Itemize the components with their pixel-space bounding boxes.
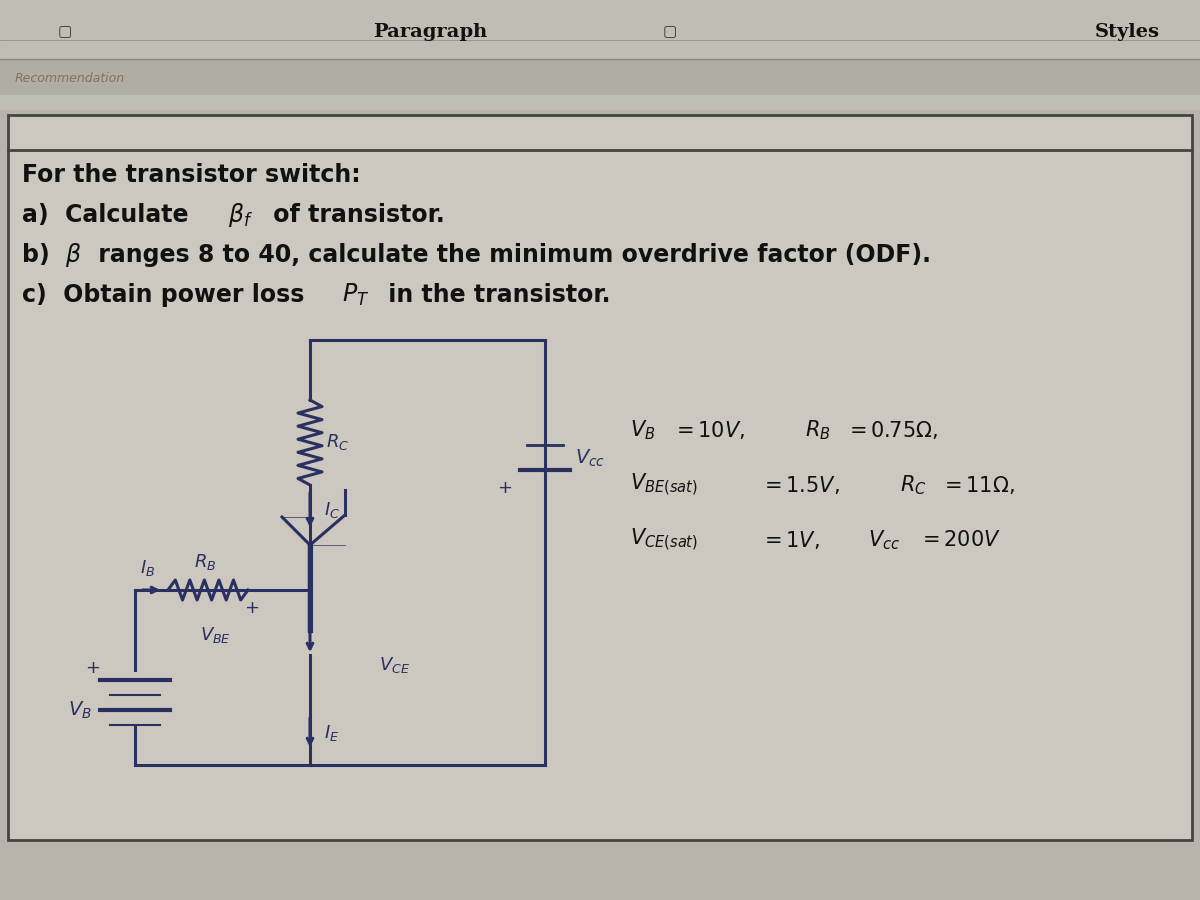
Text: $I_E$: $I_E$: [324, 723, 340, 743]
Text: $= 1V,$: $= 1V,$: [760, 529, 820, 551]
Text: $= 1.5V,$: $= 1.5V,$: [760, 474, 840, 496]
Text: $R_C$: $R_C$: [900, 473, 926, 497]
Text: Recommendation: Recommendation: [14, 71, 125, 85]
Text: $V_B$: $V_B$: [68, 699, 92, 721]
Text: $R_C$: $R_C$: [326, 432, 349, 452]
Text: +: +: [85, 659, 101, 677]
Text: $= 10V,$: $= 10V,$: [672, 419, 745, 441]
Text: $= 200V$: $= 200V$: [918, 530, 1001, 550]
Text: in the transistor.: in the transistor.: [380, 283, 611, 307]
Text: $I_C$: $I_C$: [324, 500, 340, 520]
Text: $P_T$: $P_T$: [342, 282, 370, 308]
Text: $V_{CE(sat)}$: $V_{CE(sat)}$: [630, 526, 698, 554]
Text: $\beta$: $\beta$: [65, 241, 82, 269]
Text: +: +: [245, 599, 259, 617]
Text: +: +: [498, 479, 512, 497]
Text: c)  Obtain power loss: c) Obtain power loss: [22, 283, 313, 307]
Text: Styles: Styles: [1096, 23, 1160, 41]
Text: $\beta_f$: $\beta_f$: [228, 201, 253, 229]
Text: $V_{CE}$: $V_{CE}$: [379, 655, 410, 675]
Text: $V_{BE(sat)}$: $V_{BE(sat)}$: [630, 472, 698, 499]
Text: a)  Calculate: a) Calculate: [22, 203, 197, 227]
Text: $R_B$: $R_B$: [194, 552, 216, 572]
Bar: [0, 95, 1200, 110]
Text: For the transistor switch:: For the transistor switch:: [22, 163, 361, 187]
Text: $V_{BE}$: $V_{BE}$: [199, 625, 230, 645]
Text: $V_B$: $V_B$: [630, 418, 655, 442]
Text: ▢: ▢: [58, 24, 72, 40]
Text: $= 11\Omega,$: $= 11\Omega,$: [940, 474, 1015, 496]
Text: $V_{cc}$: $V_{cc}$: [868, 528, 900, 552]
Text: $I_B$: $I_B$: [140, 558, 155, 578]
Text: b): b): [22, 243, 66, 267]
Text: Paragraph: Paragraph: [373, 23, 487, 41]
Text: $R_B$: $R_B$: [805, 418, 830, 442]
Bar: [0, 0, 1200, 60]
Text: of transistor.: of transistor.: [265, 203, 445, 227]
Text: $= 0.75\Omega,$: $= 0.75\Omega,$: [845, 419, 938, 441]
Text: $V_{cc}$: $V_{cc}$: [575, 447, 605, 469]
Text: ▢: ▢: [662, 24, 677, 40]
Bar: [8, 115, 1192, 840]
Text: ranges 8 to 40, calculate the minimum overdrive factor (ODF).: ranges 8 to 40, calculate the minimum ov…: [90, 243, 931, 267]
Bar: [0, 60, 1200, 95]
